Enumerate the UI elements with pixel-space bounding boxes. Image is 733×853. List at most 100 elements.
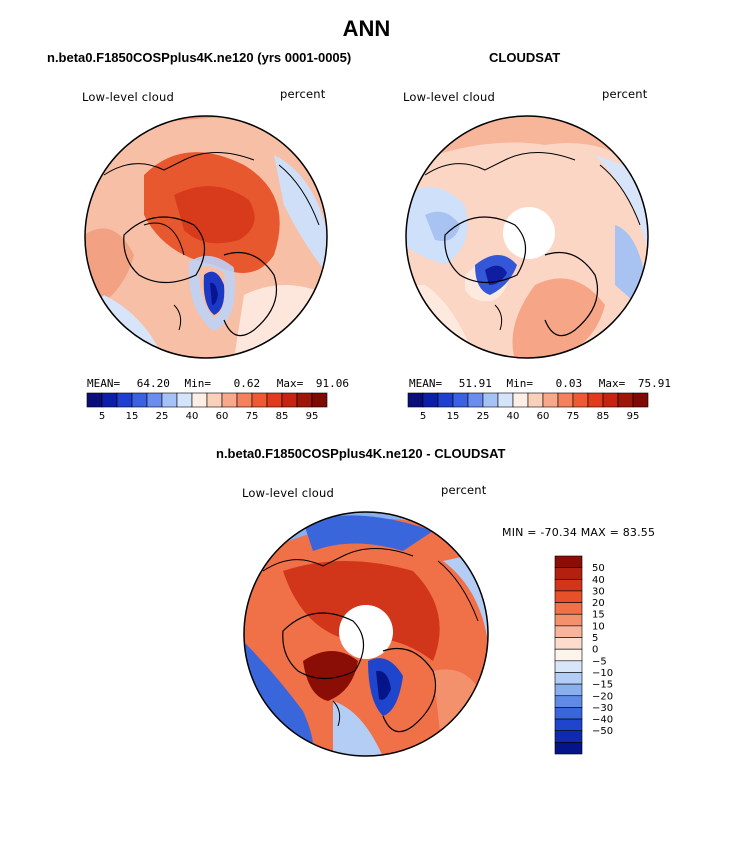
panel-2-colorbar-swatch [452, 392, 469, 408]
panel-2-mean-value: 51.91 [458, 377, 492, 390]
panel-2-mean-label: MEAN= [409, 377, 443, 390]
panel-1-colorbar-swatch [146, 392, 163, 408]
panel-1-mean-value: 64.20 [136, 377, 170, 390]
panel-3-minmax: MIN = -70.34 MAX = 83.55 [502, 526, 656, 539]
panel-2-colorbar-swatch [527, 392, 544, 408]
panel-2-colorbar-swatch [587, 392, 604, 408]
panel-1-variable-label: Low-level cloud [82, 90, 174, 104]
panel-3-colorbar-tick-label: −50 [592, 726, 613, 737]
panel-2-variable-label: Low-level cloud [403, 90, 495, 104]
panel-1-mean-label: MEAN= [87, 377, 121, 390]
panel-1-colorbar-swatch [281, 392, 298, 408]
panel-2-colorbar-swatch [482, 392, 499, 408]
panel-2-colorbar-swatch [572, 392, 589, 408]
panel-2-polar-map [405, 115, 649, 359]
panel-2-min-value: 0.03 [555, 377, 583, 390]
panel-2-max-value: 75.91 [637, 377, 671, 390]
panel-2-units-label: percent [602, 87, 648, 101]
panel-2-colorbar-swatch [407, 392, 424, 408]
panel-1-colorbar-tick-label: 75 [246, 411, 259, 422]
panel-1-colorbar-tick-label: 60 [216, 411, 229, 422]
panel-2-title: CLOUDSAT [489, 50, 561, 65]
panel-1-colorbar-swatch [251, 392, 268, 408]
panel-1-colorbar-swatch [191, 392, 208, 408]
panel-1-colorbar-swatch [296, 392, 313, 408]
panel-3-colorbar-tick-label: −20 [592, 691, 613, 702]
panel-2-colorbar-tick-label: 95 [627, 411, 640, 422]
panel-3-colorbar-swatch [554, 742, 583, 755]
panel-1-polar-map [84, 115, 328, 359]
panel-1-colorbar-swatch [101, 392, 118, 408]
panel-2-colorbar-tick-label: 15 [447, 411, 460, 422]
panel-1-units-label: percent [280, 87, 326, 101]
panel-1-colorbar-swatch [266, 392, 283, 408]
panel-1-colorbar-tick-label: 95 [306, 411, 319, 422]
panel-1-colorbar-swatch [176, 392, 193, 408]
panel-3-colorbar-swatch [554, 567, 583, 580]
panel-1-colorbar-swatch [131, 392, 148, 408]
panel-3-colorbar-tick-label: −30 [592, 703, 613, 714]
panel-3-colorbar-swatch [554, 707, 583, 720]
panel-2-colorbar-swatch [617, 392, 634, 408]
panel-1-min-value: 0.62 [233, 377, 261, 390]
panel-1-colorbar-swatch [161, 392, 178, 408]
panel-1-colorbar-tick-label: 5 [99, 411, 105, 422]
panel-2-colorbar-tick-label: 85 [597, 411, 610, 422]
panel-3-colorbar-tick-label: −10 [592, 668, 613, 679]
panel-3-colorbar-tick-label: 5 [592, 633, 598, 644]
panel-3-colorbar-swatch [554, 683, 583, 697]
panel-1-max-value: 91.06 [315, 377, 349, 390]
panel-3-polar-map [243, 511, 489, 757]
panel-1-max-label: Max= [276, 377, 304, 390]
panel-2-colorbar-swatch [602, 392, 619, 408]
panel-2-colorbar-swatch [542, 392, 559, 408]
panel-2-colorbar-swatch [557, 392, 574, 408]
panel-1-colorbar-tick-label: 85 [276, 411, 289, 422]
figure-title: ANN [342, 16, 391, 41]
panel-1-stats: MEAN= 64.20 Min= 0.62 Max= 91.06 [87, 377, 349, 390]
panel-2-colorbar-tick-label: 60 [537, 411, 550, 422]
panel-1-colorbar-swatch [86, 392, 103, 408]
panel-1-colorbar-swatch [221, 392, 238, 408]
panel-3-colorbar-swatch [554, 730, 583, 743]
panel-1-colorbar-swatch [236, 392, 253, 408]
panel-2-max-label: Max= [598, 377, 626, 390]
panel-1-colorbar-swatch [206, 392, 223, 408]
panel-3-colorbar-tick-label: 50 [592, 563, 605, 574]
panel-3-title: n.beta0.F1850COSPplus4K.ne120 - CLOUDSAT [216, 446, 506, 461]
panel-2-colorbar-swatch [467, 392, 484, 408]
panel-3-colorbar-swatch [554, 578, 583, 592]
panel-2-colorbar-tick-label: 5 [420, 411, 426, 422]
panel-3-colorbar-tick-label: −15 [592, 680, 613, 691]
panel-3-colorbar-swatch [554, 590, 583, 603]
panel-3-colorbar-swatch [554, 637, 583, 650]
panel-2-colorbar-swatch [632, 392, 649, 408]
panel-2-min-label: Min= [506, 377, 534, 390]
panel-3-colorbar-swatch [554, 602, 583, 615]
panel-2-colorbar-tick-label: 40 [507, 411, 520, 422]
panel-3-colorbar-tick-label: 0 [592, 645, 598, 656]
panel-1-colorbar-swatch [311, 392, 328, 408]
panel-3-colorbar-tick-label: 15 [592, 610, 605, 621]
panel-2-colorbar-swatch [437, 392, 454, 408]
panel-3-colorbar-tick-label: 40 [592, 575, 605, 586]
panel-3-colorbar-swatch [554, 718, 583, 732]
panel-1-min-label: Min= [184, 377, 212, 390]
panel-3-colorbar-tick-label: −40 [592, 715, 613, 726]
panel-1-colorbar-tick-label: 15 [126, 411, 139, 422]
panel-1-colorbar-tick-label: 40 [186, 411, 199, 422]
panel-2-colorbar-tick-label: 75 [567, 411, 580, 422]
panel-2-stats: MEAN= 51.91 Min= 0.03 Max= 75.91 [409, 377, 671, 390]
panel-1-colorbar: 5 15 25 40 60 75 85 95 [86, 392, 328, 422]
panel-2-colorbar: 5 15 25 40 60 75 85 95 [407, 392, 649, 422]
panel-1-colorbar-swatch [116, 392, 133, 408]
panel-3-colorbar-tick-label: 20 [592, 598, 605, 609]
panel-2-colorbar-swatch [497, 392, 514, 408]
panel-1-colorbar-tick-label: 25 [156, 411, 169, 422]
panel-3-colorbar-tick-label: 30 [592, 586, 605, 597]
panel-3-colorbar-tick-label: −5 [592, 656, 607, 667]
panel-3-units-label: percent [441, 483, 487, 497]
panel-3-colorbar-swatch [554, 613, 583, 627]
panel-2-colorbar-tick-label: 25 [477, 411, 490, 422]
